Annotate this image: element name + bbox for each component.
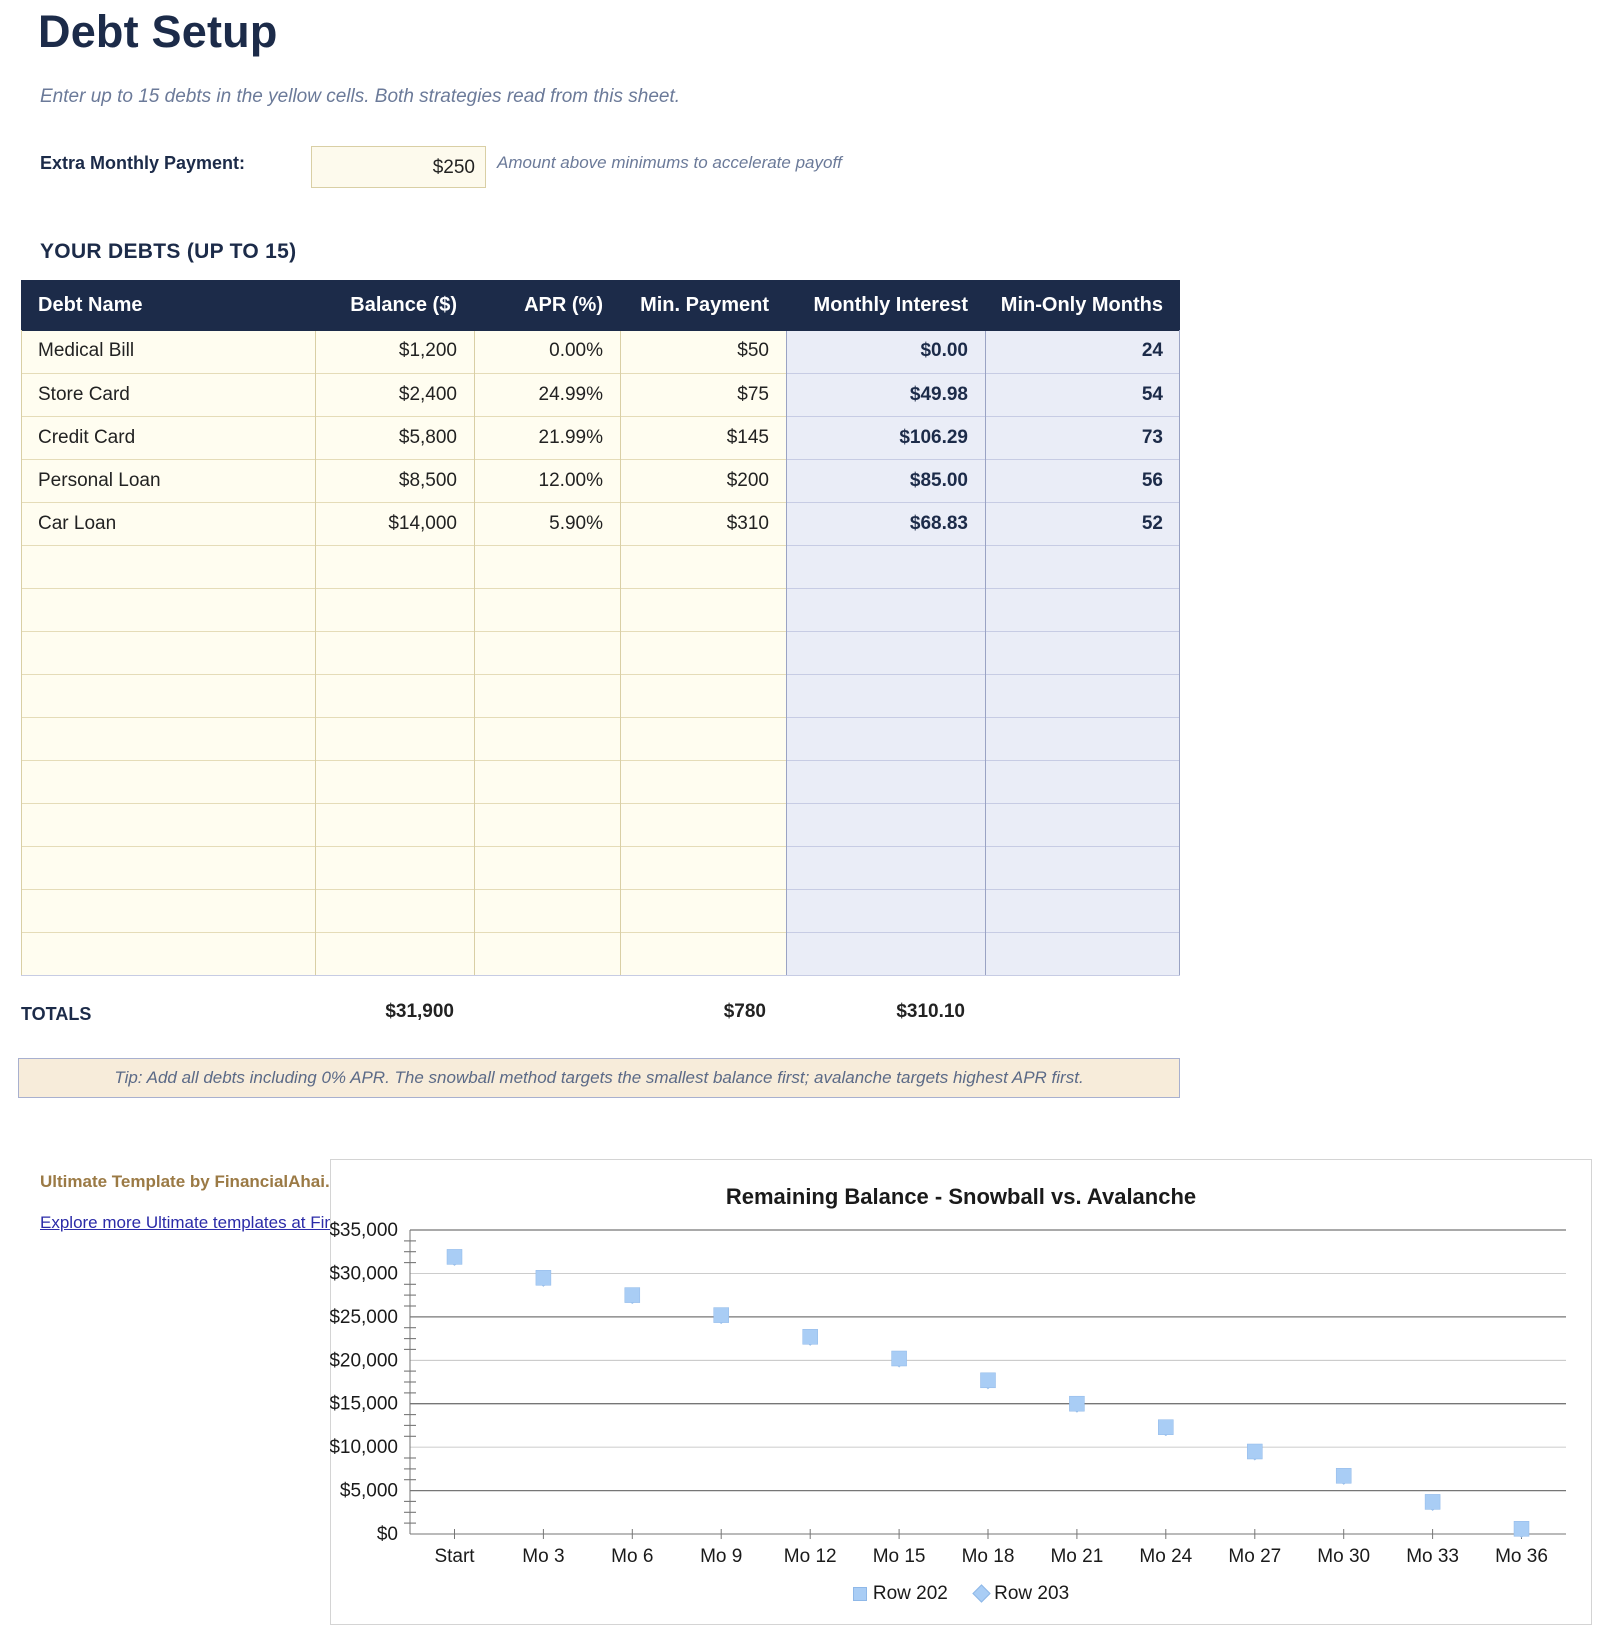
svg-text:Mo 15: Mo 15	[873, 1546, 926, 1567]
svg-text:$25,000: $25,000	[330, 1307, 398, 1328]
svg-text:Mo 24: Mo 24	[1139, 1546, 1192, 1567]
svg-text:$30,000: $30,000	[330, 1263, 398, 1284]
svg-text:Mo 6: Mo 6	[611, 1546, 653, 1567]
svg-text:Mo 9: Mo 9	[700, 1546, 742, 1567]
svg-text:Mo 27: Mo 27	[1228, 1546, 1281, 1567]
svg-text:$0: $0	[377, 1524, 398, 1545]
svg-text:Mo 21: Mo 21	[1050, 1546, 1103, 1567]
svg-text:Mo 3: Mo 3	[522, 1546, 564, 1567]
svg-text:Start: Start	[434, 1546, 475, 1567]
svg-text:Mo 36: Mo 36	[1495, 1546, 1548, 1567]
svg-text:Mo 12: Mo 12	[784, 1546, 837, 1567]
svg-text:$15,000: $15,000	[330, 1394, 398, 1415]
svg-text:Mo 33: Mo 33	[1406, 1546, 1459, 1567]
svg-text:Mo 30: Mo 30	[1317, 1546, 1370, 1567]
svg-text:$5,000: $5,000	[340, 1481, 398, 1502]
svg-text:Mo 18: Mo 18	[962, 1546, 1015, 1567]
svg-text:$20,000: $20,000	[330, 1350, 398, 1371]
svg-text:$35,000: $35,000	[330, 1220, 398, 1241]
svg-text:$10,000: $10,000	[330, 1437, 398, 1458]
